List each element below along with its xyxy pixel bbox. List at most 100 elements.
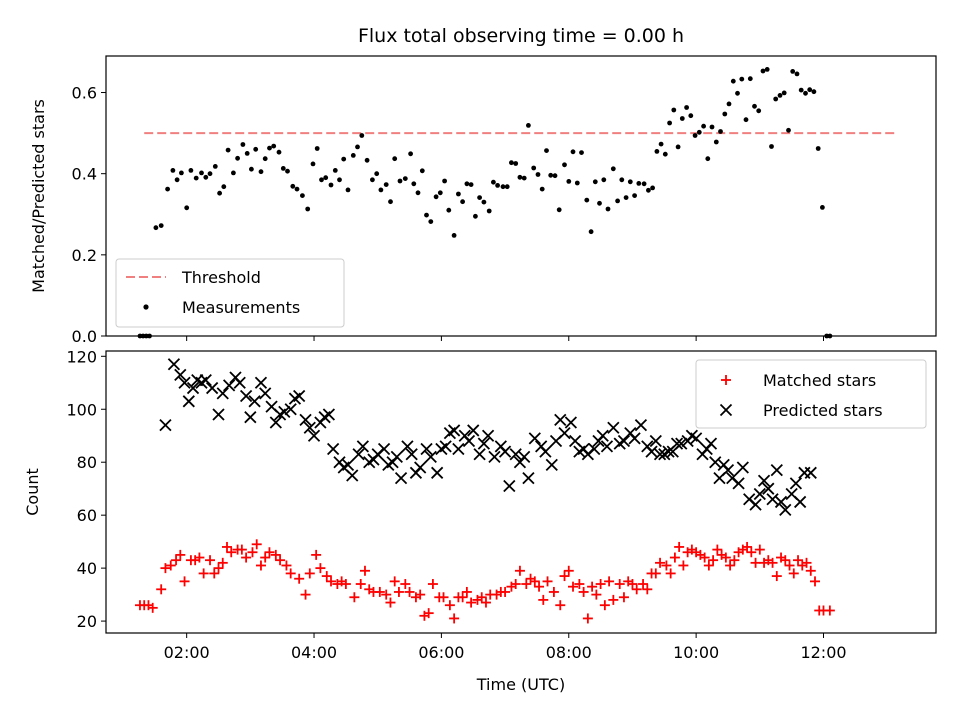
measurement-point [249, 166, 254, 172]
measurement-point [433, 194, 439, 200]
measurement-point [350, 153, 356, 158]
matched-stars-point [784, 560, 795, 571]
predicted-stars-point [431, 466, 444, 479]
measurement-point [803, 90, 808, 96]
x-tick-label: 08:00 [546, 643, 592, 662]
predicted-stars-point [545, 458, 558, 471]
matched-stars-point [444, 600, 455, 611]
matched-stars-point [534, 581, 545, 592]
matched-stars-point [457, 592, 468, 603]
matched-stars-point [708, 555, 719, 566]
x-tick-label: 06:00 [418, 643, 464, 662]
matched-stars-point [209, 568, 220, 579]
matched-stars-point [661, 560, 672, 571]
predicted-stars-point [303, 421, 316, 434]
measurement-point [632, 193, 637, 199]
measurement-point [798, 87, 804, 93]
measurement-point [332, 168, 338, 173]
matched-stars-point [614, 579, 625, 590]
measurement-point [713, 139, 719, 145]
measurement-point [531, 165, 537, 171]
measurement-point [411, 181, 417, 187]
measurement-point [271, 143, 277, 149]
measurement-point [442, 178, 447, 184]
matched-stars-point [665, 568, 676, 579]
matched-stars-point [529, 576, 540, 587]
predicted-stars-point [322, 408, 336, 421]
measurement-point [290, 183, 296, 189]
matched-stars-point [810, 576, 821, 587]
matched-stars-point [674, 541, 685, 552]
measurement-point [718, 129, 723, 134]
matched-stars-point [321, 571, 332, 582]
matched-stars-point [171, 555, 182, 566]
predicted-stars-point [269, 416, 282, 429]
measurement-point [328, 182, 334, 188]
matched-stars-point [236, 544, 247, 555]
predicted-stars-point [447, 424, 461, 437]
measurement-point [240, 142, 246, 147]
measurement-point [294, 186, 300, 192]
matched-stars-point [555, 600, 566, 611]
predicted-stars-point [736, 461, 749, 474]
matched-stars-point [160, 563, 171, 574]
predicted-stars-point [352, 448, 365, 461]
measurement-point [355, 144, 360, 150]
predicted-stars-point [670, 437, 684, 450]
predicted-stars-point [481, 429, 495, 442]
matched-stars-point [669, 552, 680, 563]
matched-stars-point [393, 586, 404, 597]
matched-stars-point [642, 584, 653, 595]
predicted-stars-point [278, 405, 291, 419]
measurement-point [460, 199, 465, 205]
matched-stars-point [326, 576, 337, 587]
matched-stars-point [548, 586, 559, 597]
matched-stars-point [618, 592, 629, 603]
measurement-point [730, 78, 736, 84]
measurement-point [477, 195, 482, 201]
predicted-stars-point [689, 432, 703, 445]
predicted-stars-point [341, 458, 355, 471]
measurement-point [790, 69, 796, 74]
measurement-point [364, 157, 370, 163]
measurements-layer [137, 67, 833, 339]
measurement-point [408, 151, 413, 157]
predicted-stars-point [518, 450, 531, 464]
matched-stars-point [304, 568, 315, 579]
matched-stars-point [725, 560, 736, 571]
chart-title: Flux total observing time = 0.00 h [358, 25, 684, 47]
bottom-axes-frame [105, 350, 937, 634]
measurement-point [562, 162, 567, 168]
predicted-stars-point [467, 424, 480, 437]
measurement-point [820, 205, 825, 210]
measurement-point [615, 198, 620, 204]
matched-stars-point [217, 557, 228, 568]
legend-threshold-label: Threshold [181, 268, 261, 287]
bottom-y-tick-label: 100 [66, 400, 97, 419]
predicted-stars-point [356, 440, 369, 453]
matched-stars-point [156, 584, 167, 595]
measurement-point [756, 108, 762, 114]
matched-stars-point [627, 579, 638, 590]
matched-stars-point [466, 597, 477, 608]
top-y-axis-label: Matched/Predicted stars [29, 99, 48, 293]
predicted-stars-point [159, 419, 172, 432]
bottom-legend-box [695, 359, 927, 429]
matched-stars-point [650, 568, 661, 579]
measurement-point [310, 161, 316, 167]
measurement-point [158, 223, 164, 229]
measurement-point [345, 187, 351, 193]
measurement-point [378, 187, 384, 193]
measurement-point [184, 205, 190, 211]
measurement-point [464, 181, 470, 187]
measurement-point [424, 212, 429, 218]
measurement-point [619, 177, 625, 183]
measurement-point [701, 123, 706, 129]
measurement-point [267, 145, 272, 151]
measurement-point [179, 170, 184, 176]
measurement-point [285, 168, 290, 174]
measurement-point [794, 71, 800, 77]
measurement-point [601, 177, 607, 183]
matched-stars-point [275, 555, 286, 566]
matched-stars-point [542, 576, 553, 587]
